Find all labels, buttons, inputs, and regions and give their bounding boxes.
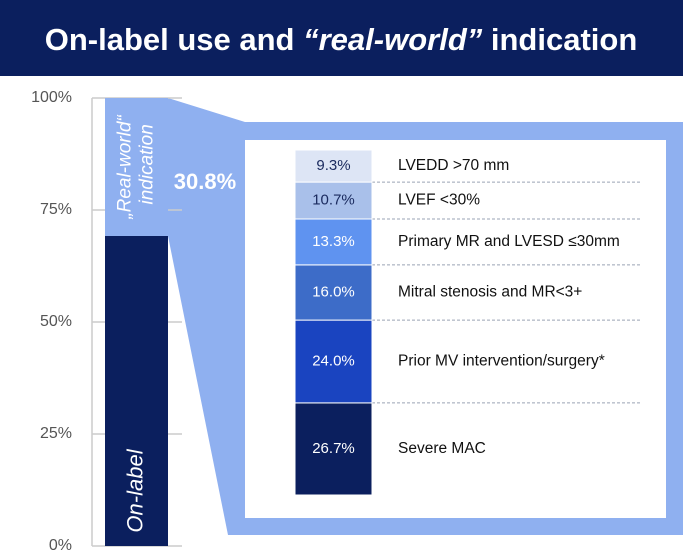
bar-segment <box>105 235 168 546</box>
title-part: indication <box>482 22 637 57</box>
bar-segment <box>294 149 373 183</box>
label-line: „Real-world“ <box>115 114 136 220</box>
legend-label: Prior MV intervention/surgery* <box>398 353 605 370</box>
y-tick-label: 50% <box>40 313 72 330</box>
title-part: On-label use and <box>45 22 303 57</box>
value-label: 13.3% <box>312 233 355 250</box>
y-tick-label: 100% <box>31 89 72 106</box>
segment-label: „Real-world“ indication <box>115 114 158 220</box>
title-banner <box>0 0 683 76</box>
legend-label: Primary MR and LVESD ≤30mm <box>398 233 620 250</box>
bar-segment <box>294 264 373 321</box>
bar-segment <box>294 402 373 496</box>
legend-label: Severe MAC <box>398 440 486 457</box>
legend-label: LVEDD >70 mm <box>398 157 509 174</box>
charts: 0% 25% 50% 75% 100% On-label „Real-world“ indi… <box>31 89 683 554</box>
value-label: 26.7% <box>312 440 355 457</box>
title-part: “real-world” <box>303 22 483 57</box>
value-label: 9.3% <box>316 157 350 174</box>
y-tick-label: 0% <box>49 537 72 554</box>
segment-label: On-label <box>122 448 147 532</box>
legend-label: LVEF <30% <box>398 192 480 209</box>
y-tick-label: 25% <box>40 425 72 442</box>
value-label: 24.0% <box>312 352 355 369</box>
y-tick-label: 75% <box>40 201 72 218</box>
bar-segment <box>294 319 373 404</box>
title: On-label use and “real-world” indication <box>45 22 638 57</box>
value-label: 10.7% <box>312 192 355 209</box>
value-label: 16.0% <box>312 283 355 300</box>
legend-label: Mitral stenosis and MR<3+ <box>398 284 582 301</box>
bar-segment <box>294 181 373 220</box>
bar-segment <box>294 218 373 266</box>
bar-segment <box>105 98 168 236</box>
value-label: 30.8% <box>174 169 236 194</box>
label-line: indication <box>137 124 158 210</box>
